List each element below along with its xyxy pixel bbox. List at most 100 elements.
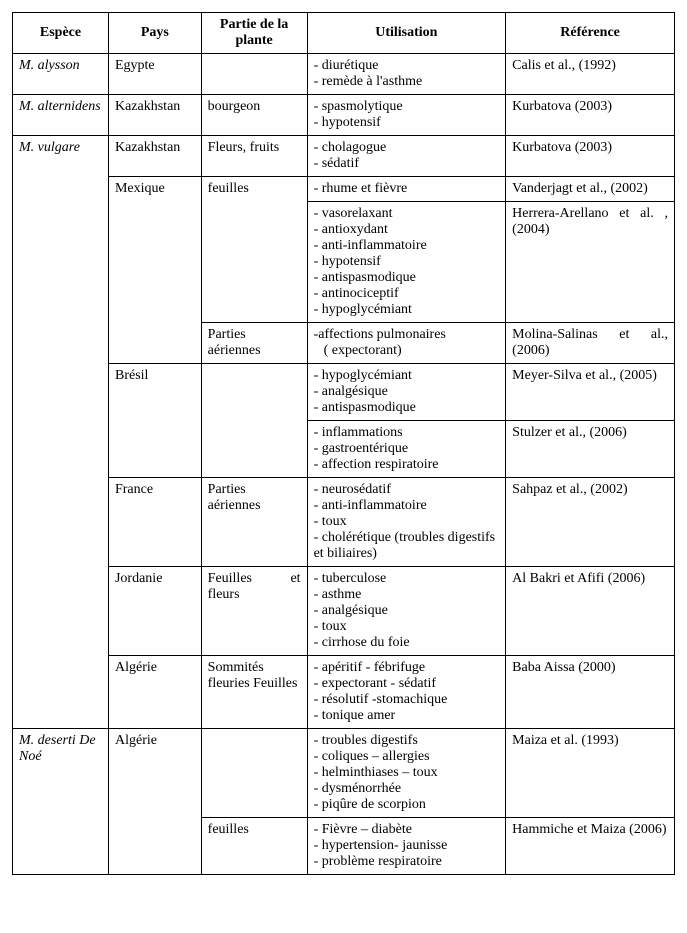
use-item: neurosédatif [314,482,500,498]
use-item: ( expectorant) [314,343,500,359]
partie-cell: Parties aériennes [201,478,307,567]
partie-cell: Sommités fleuries Feuilles [201,656,307,729]
table-row: Jordanie Feuilles et fleurs tuberculose … [13,567,675,656]
espece-cell: M. alternidens [13,95,109,136]
reference-cell: Kurbatova (2003) [506,95,675,136]
use-item: cholérétique (troubles digestifs et bili… [314,530,500,562]
table-row: Brésil hypoglycémiant analgésique antisp… [13,364,675,421]
use-item: cirrhose du foie [314,635,500,651]
partie-cell [201,364,307,478]
utilisation-cell: diurétique remède à l'asthme [307,54,506,95]
pays-cell: Kazakhstan [108,95,201,136]
partie-cell: bourgeon [201,95,307,136]
utilisation-cell: spasmolytique hypotensif [307,95,506,136]
utilisation-cell: -affections pulmonaires ( expectorant) [307,323,506,364]
table-row: M. alternidens Kazakhstan bourgeon spasm… [13,95,675,136]
utilisation-cell: apéritif - fébrifuge expectorant - sédat… [307,656,506,729]
pays-cell: Algérie [108,729,201,875]
espece-cell: M. deserti De Noé [13,729,109,875]
use-item: hypotensif [314,254,500,270]
table-row: Mexique feuilles rhume et fièvre Vanderj… [13,177,675,202]
use-item: problème respiratoire [314,854,500,870]
espece-name: M. deserti De Noé [19,733,96,764]
partie-cell: Feuilles et fleurs [201,567,307,656]
use-item: rhume et fièvre [314,181,500,197]
pays-cell: France [108,478,201,567]
reference-cell: Sahpaz et al., (2002) [506,478,675,567]
reference-cell: Kurbatova (2003) [506,136,675,177]
use-item: antinociceptif [314,286,500,302]
utilisation-cell: Fièvre – diabète hypertension- jaunisse … [307,818,506,875]
espece-cell: M. alysson [13,54,109,95]
use-item: antioxydant [314,222,500,238]
reference-cell: Stulzer et al., (2006) [506,421,675,478]
use-item: piqûre de scorpion [314,797,500,813]
header-partie: Partie de la plante [201,13,307,54]
reference-cell: Calis et al., (1992) [506,54,675,95]
use-item: sédatif [314,156,500,172]
espece-cell: M. vulgare [13,136,109,729]
pays-cell: Algérie [108,656,201,729]
table-row: M. vulgare Kazakhstan Fleurs, fruits cho… [13,136,675,177]
use-item: hypoglycémiant [314,368,500,384]
header-reference: Référence [506,13,675,54]
reference-cell: Meyer-Silva et al., (2005) [506,364,675,421]
use-item: vasorelaxant [314,206,500,222]
reference-cell: Maiza et al. (1993) [506,729,675,818]
use-item: hypotensif [314,115,500,131]
use-item: spasmolytique [314,99,500,115]
partie-cell: feuilles [201,818,307,875]
pays-cell: Jordanie [108,567,201,656]
use-item: cholagogue [314,140,500,156]
use-item: anti-inflammatoire [314,498,500,514]
use-item: coliques – allergies [314,749,500,765]
utilisation-cell: hypoglycémiant analgésique antispasmodiq… [307,364,506,421]
utilisation-cell: cholagogue sédatif [307,136,506,177]
use-item: helminthiases – toux [314,765,500,781]
utilisation-cell: neurosédatif anti-inflammatoire toux cho… [307,478,506,567]
utilisation-cell: troubles digestifs coliques – allergies … [307,729,506,818]
table-row: Algérie Sommités fleuries Feuilles apéri… [13,656,675,729]
use-item: hypoglycémiant [314,302,500,318]
header-utilisation: Utilisation [307,13,506,54]
utilisation-cell: vasorelaxant antioxydant anti-inflammato… [307,202,506,323]
use-item: tuberculose [314,571,500,587]
use-item: résolutif -stomachique [314,692,500,708]
use-item: analgésique [314,384,500,400]
pays-cell: Kazakhstan [108,136,201,177]
use-item: analgésique [314,603,500,619]
utilisation-cell: rhume et fièvre [307,177,506,202]
use-item: antispasmodique [314,270,500,286]
partie-cell: Parties aériennes [201,323,307,364]
use-item: inflammations [314,425,500,441]
header-row: Espèce Pays Partie de la plante Utilisat… [13,13,675,54]
use-item: toux [314,619,500,635]
use-item: remède à l'asthme [314,74,500,90]
reference-cell: Herrera-Arellano et al. , (2004) [506,202,675,323]
partie-cell [201,54,307,95]
use-item: tonique amer [314,708,500,724]
table-row: M. deserti De Noé Algérie troubles diges… [13,729,675,818]
use-item: asthme [314,587,500,603]
header-espece: Espèce [13,13,109,54]
reference-cell: Molina-Salinas et al., (2006) [506,323,675,364]
use-item: diurétique [314,58,500,74]
use-item: expectorant - sédatif [314,676,500,692]
use-item: apéritif - fébrifuge [314,660,500,676]
header-pays: Pays [108,13,201,54]
table-row: M. alysson Egypte diurétique remède à l'… [13,54,675,95]
use-item: affection respiratoire [314,457,500,473]
species-table: Espèce Pays Partie de la plante Utilisat… [12,12,675,875]
partie-cell: Fleurs, fruits [201,136,307,177]
use-item: Fièvre – diabète [314,822,500,838]
reference-cell: Hammiche et Maiza (2006) [506,818,675,875]
use-item: troubles digestifs [314,733,500,749]
use-item: -affections pulmonaires [314,327,500,343]
partie-cell [201,729,307,818]
use-item: antispasmodique [314,400,500,416]
use-item: hypertension- jaunisse [314,838,500,854]
pays-cell: Mexique [108,177,201,364]
pays-cell: Egypte [108,54,201,95]
use-item: toux [314,514,500,530]
use-item: dysménorrhée [314,781,500,797]
